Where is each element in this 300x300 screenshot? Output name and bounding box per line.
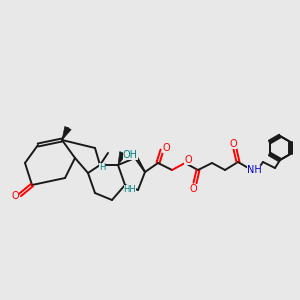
- Text: O: O: [11, 191, 19, 201]
- Text: H: H: [99, 163, 105, 172]
- Text: O: O: [189, 184, 197, 194]
- Text: O: O: [229, 139, 237, 149]
- Text: O: O: [162, 143, 170, 153]
- Text: OH: OH: [122, 150, 137, 160]
- Text: O: O: [184, 155, 192, 165]
- Polygon shape: [62, 126, 71, 140]
- Polygon shape: [118, 152, 126, 165]
- Text: HH: HH: [124, 184, 136, 194]
- Text: NH: NH: [247, 165, 261, 175]
